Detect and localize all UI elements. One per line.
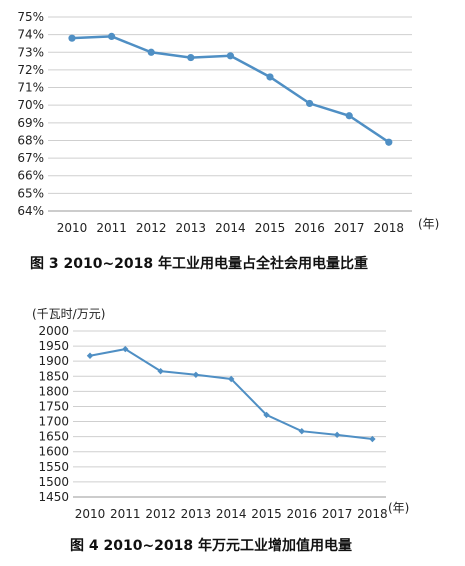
c1-x-tick-label: 2011 xyxy=(96,221,127,235)
chart2-x-tick-labels: 2010 2011 2012 2013 2014 2015 2016 2017 2018 xyxy=(75,507,388,521)
c2-x-tick-label: 2011 xyxy=(110,507,141,521)
c2-data-point xyxy=(157,367,164,375)
c1-x-tick-label: 2017 xyxy=(334,221,365,235)
c1-x-tick-label: 2010 xyxy=(57,221,88,235)
c2-y-tick-label: 1650 xyxy=(38,430,69,444)
c1-data-point xyxy=(306,99,314,108)
c2-x-tick-label: 2014 xyxy=(216,507,247,521)
c2-y-tick-label: 1800 xyxy=(38,384,69,398)
c2-x-tick-label: 2015 xyxy=(251,507,282,521)
c1-data-point xyxy=(108,32,116,41)
c1-y-tick-label: 73% xyxy=(17,45,44,59)
c1-y-tick-label: 67% xyxy=(17,151,44,165)
c1-x-tick-label: 2018 xyxy=(374,221,405,235)
c1-y-tick-label: 66% xyxy=(17,169,44,183)
c2-y-tick-label: 1900 xyxy=(38,354,69,368)
chart1-x-tick-labels: 2010 2011 2012 2013 2014 2015 2016 2017 2018 xyxy=(57,221,404,235)
c2-x-tick-label: 2016 xyxy=(287,507,318,521)
c1-y-tick-label: 64% xyxy=(17,204,44,218)
chart2-series-line xyxy=(89,348,373,441)
c1-y-tick-label: 70% xyxy=(17,98,44,112)
c2-x-tick-label: 2017 xyxy=(322,507,353,521)
c1-data-point xyxy=(68,34,76,42)
c2-x-tick-label: 2012 xyxy=(145,507,176,521)
c1-y-tick-label: 74% xyxy=(17,28,44,42)
c2-data-point xyxy=(228,375,235,383)
c2-y-tick-label: 1950 xyxy=(38,339,69,353)
c1-y-tick-label: 69% xyxy=(17,116,44,130)
chart2-x-unit: (年) xyxy=(388,501,409,515)
c1-y-tick-label: 68% xyxy=(17,133,44,147)
c1-y-tick-label: 65% xyxy=(17,186,44,200)
c2-x-tick-label: 2018 xyxy=(357,507,388,521)
chart1-caption: 图 3 2010~2018 年工业用电量占全社会用电量比重 xyxy=(30,255,368,272)
c1-y-tick-label: 75% xyxy=(17,10,44,24)
c1-data-point xyxy=(345,112,353,120)
c1-x-tick-label: 2015 xyxy=(255,221,286,235)
c2-y-tick-label: 1450 xyxy=(38,490,69,504)
c1-x-tick-label: 2014 xyxy=(215,221,246,235)
c2-y-tick-label: 1750 xyxy=(38,399,69,413)
c2-data-point xyxy=(122,345,129,353)
c2-y-tick-label: 1500 xyxy=(38,475,69,489)
c1-data-point xyxy=(147,48,155,56)
c2-data-point xyxy=(86,352,94,359)
c2-x-tick-label: 2010 xyxy=(75,507,106,521)
c2-data-point xyxy=(298,428,305,435)
chart2-y-unit: (千瓦时/万元) xyxy=(32,307,105,321)
c1-y-tick-label: 71% xyxy=(17,81,44,95)
c2-data-point xyxy=(369,435,376,443)
c1-x-tick-label: 2012 xyxy=(136,221,167,235)
chart2-data-points xyxy=(86,345,376,443)
c1-data-point xyxy=(226,52,234,60)
c2-y-tick-label: 2000 xyxy=(38,324,69,338)
c2-y-tick-label: 1700 xyxy=(38,415,69,429)
chart1-x-unit: (年) xyxy=(418,217,439,231)
c2-y-tick-label: 1850 xyxy=(38,369,69,383)
c1-data-point xyxy=(266,73,274,81)
chart1-data-points xyxy=(68,32,393,146)
c2-y-tick-label: 1550 xyxy=(38,460,69,474)
c1-x-tick-label: 2013 xyxy=(176,221,207,235)
c2-x-tick-label: 2013 xyxy=(181,507,212,521)
c1-x-tick-label: 2016 xyxy=(294,221,325,235)
c2-data-point xyxy=(192,371,200,378)
c2-data-point xyxy=(333,431,341,439)
c1-data-point xyxy=(187,53,195,62)
c2-data-point xyxy=(263,411,270,419)
chart2-caption: 图 4 2010~2018 年万元工业增加值用电量 xyxy=(70,537,352,554)
c1-y-tick-label: 72% xyxy=(17,63,44,77)
chart-industrial-electricity-share: 64% 65% 66% 67% 68% 69% 70% 71% 72% 73% 74% 75% 201… xyxy=(17,10,439,272)
chart1-y-tick-labels: 64% 65% 66% 67% 68% 69% 70% 71% 72% 73% 74% 75% xyxy=(17,10,44,218)
c1-data-point xyxy=(385,138,393,146)
c2-y-tick-label: 1600 xyxy=(38,445,69,459)
chart2-gridlines xyxy=(73,330,386,498)
chart1-gridlines xyxy=(48,16,412,212)
